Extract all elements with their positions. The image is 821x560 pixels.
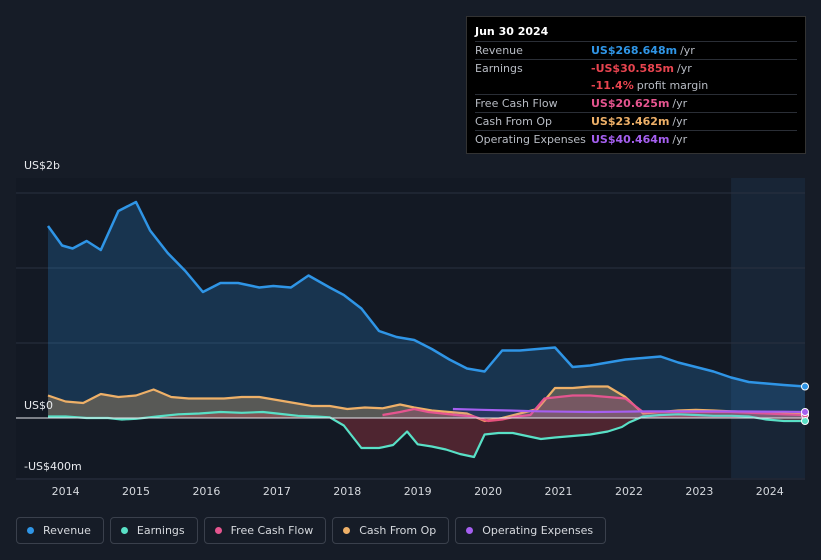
tooltip-value: US$40.464m: [591, 133, 670, 146]
tooltip-value: US$20.625m: [591, 97, 670, 110]
tooltip-unit: /yr: [672, 115, 688, 128]
tooltip-row-earnings: Earnings -US$30.585m /yr: [475, 60, 797, 77]
legend-label: Operating Expenses: [482, 524, 594, 537]
tooltip-panel: Jun 30 2024 Revenue US$268.648m /yr Earn…: [466, 16, 806, 154]
x-tick-label: 2017: [263, 485, 291, 498]
legend-label: Revenue: [43, 524, 91, 537]
x-tick-label: 2022: [615, 485, 643, 498]
tooltip-label: Revenue: [475, 44, 523, 57]
tooltip-label: [475, 77, 591, 94]
y-label-bottom: -US$400m: [24, 460, 82, 473]
legend-label: Cash From Op: [359, 524, 437, 537]
operating-expenses-line: [452, 407, 806, 414]
tooltip-unit: /yr: [672, 97, 688, 110]
revenue-line: [46, 200, 806, 388]
legend-item-earnings[interactable]: Earnings: [109, 517, 198, 544]
legend-item-operating-expenses[interactable]: Operating Expenses: [455, 517, 607, 544]
x-tick-label: 2020: [474, 485, 502, 498]
operating-expenses-end-point: [801, 408, 809, 416]
revenue-dot-icon: [27, 527, 34, 534]
tooltip-label: Earnings: [475, 62, 523, 75]
free-cash-flow-dot-icon: [214, 527, 222, 534]
legend-item-cash-from-op[interactable]: Cash From Op: [332, 517, 450, 544]
tooltip-date: Jun 30 2024: [475, 23, 797, 42]
tooltip-unit: /yr: [680, 44, 695, 57]
operating-expenses-area: [452, 409, 805, 418]
earnings-end-point: [801, 417, 809, 425]
tooltip-label: Free Cash Flow: [475, 97, 558, 110]
x-tick-label: 2016: [192, 485, 220, 498]
tooltip-label: Cash From Op: [475, 115, 553, 128]
earnings-dot-icon: [120, 527, 128, 534]
x-tick-label: 2021: [545, 485, 573, 498]
y-label-top: US$2b: [24, 159, 61, 172]
x-tick-label: 2019: [404, 485, 432, 498]
tooltip-unit: /yr: [676, 62, 692, 75]
tooltip-row-margin: -11.4% profit margin: [475, 77, 797, 95]
tooltip-unit: profit margin: [636, 79, 709, 92]
tooltip-unit: /yr: [672, 133, 688, 146]
tooltip-row-opex: Operating Expenses US$40.464m /yr: [475, 131, 797, 148]
legend-label: Free Cash Flow: [230, 524, 314, 537]
y-label-zero: US$0: [24, 399, 54, 412]
tooltip-row-revenue: Revenue US$268.648m /yr: [475, 42, 797, 60]
tooltip-row-cfo: Cash From Op US$23.462m /yr: [475, 113, 797, 131]
operating-expenses-dot-icon: [466, 527, 474, 534]
x-tick-label: 2018: [333, 485, 361, 498]
legend-item-free-cash-flow[interactable]: Free Cash Flow: [203, 517, 327, 544]
x-tick-label: 2023: [685, 485, 713, 498]
tooltip-value: US$268.648m: [591, 44, 678, 57]
tooltip-value: US$23.462m: [591, 115, 670, 128]
x-tick-label: 2024: [756, 485, 784, 498]
earnings-line: [48, 410, 805, 459]
x-tick-label: 2015: [122, 485, 150, 498]
legend: Revenue Earnings Free Cash Flow Cash Fro…: [16, 517, 612, 544]
legend-item-revenue[interactable]: Revenue: [16, 517, 104, 544]
highlight-band: [731, 178, 805, 478]
revenue-area: [48, 202, 805, 418]
earnings-area: [48, 412, 805, 457]
tooltip-value: -US$30.585m: [591, 62, 674, 75]
tooltip-value: -11.4%: [591, 79, 634, 92]
tooltip-label: Operating Expenses: [475, 133, 586, 146]
x-tick-label: 2014: [52, 485, 80, 498]
legend-label: Earnings: [136, 524, 185, 537]
cash-from-op-dot-icon: [343, 527, 351, 534]
revenue-end-point: [801, 382, 809, 391]
tooltip-row-fcf: Free Cash Flow US$20.625m /yr: [475, 95, 797, 113]
